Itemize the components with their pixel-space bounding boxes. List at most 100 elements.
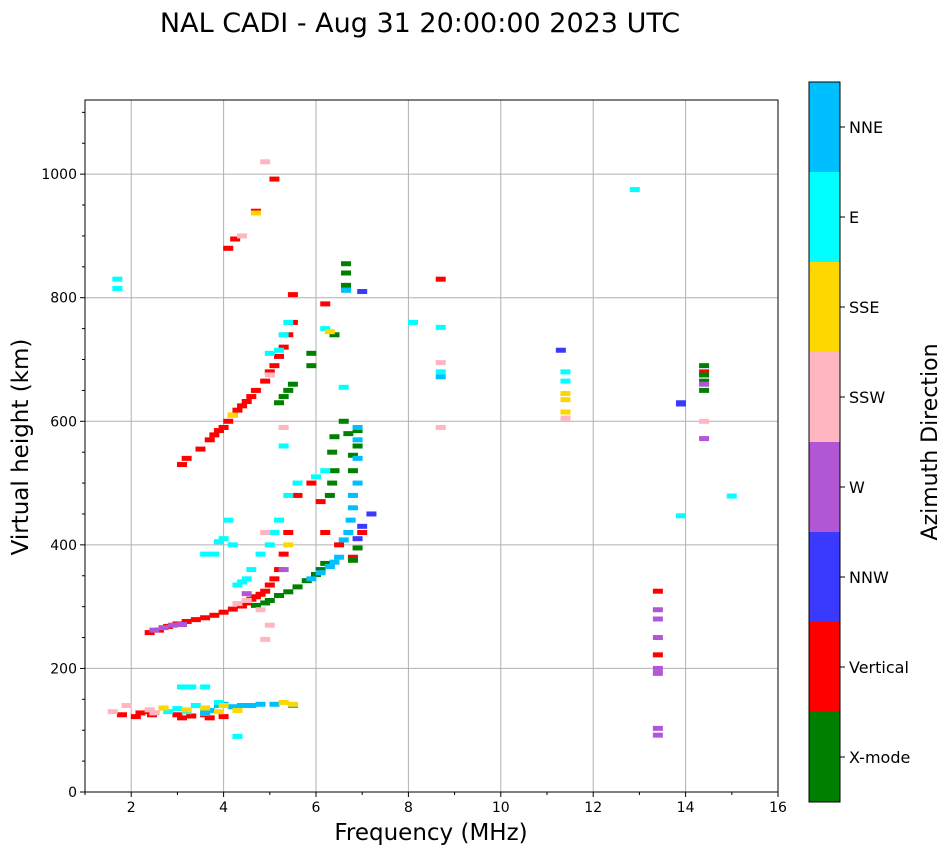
data-point-vertical (186, 713, 197, 719)
colorbar-swatch (809, 532, 840, 622)
data-point-sse (560, 397, 571, 403)
data-point-e (227, 542, 238, 548)
data-point-w (167, 622, 178, 628)
data-point-ssw (144, 707, 155, 713)
data-point-ssw (149, 710, 160, 716)
data-point-vertical (172, 712, 183, 718)
colorbar-swatch (809, 172, 840, 262)
data-point-e (213, 699, 224, 705)
data-point-e (320, 468, 331, 474)
data-point-vertical (287, 292, 298, 298)
colorbar-swatch (809, 622, 840, 712)
data-point-vertical (652, 588, 663, 594)
data-point-vertical (320, 530, 331, 535)
data-point-w (149, 627, 160, 633)
data-point-x-mode (352, 428, 363, 434)
colorbar-label: NNW (849, 568, 889, 587)
data-point-nne (352, 455, 363, 461)
data-point-ssw (699, 418, 710, 424)
data-point-e (274, 347, 285, 353)
data-point-x-mode (343, 431, 354, 437)
data-point-nne (352, 424, 363, 430)
data-point-x-mode (315, 567, 326, 573)
data-point-ssw (264, 622, 275, 628)
data-point-ssw (435, 360, 446, 366)
data-point-e (209, 551, 220, 557)
data-point-x-mode (699, 363, 710, 369)
data-point-x-mode (320, 560, 331, 566)
data-point-vertical (204, 437, 215, 443)
data-point-nnw (555, 347, 566, 353)
data-point-vertical (200, 615, 211, 621)
data-point-sse (560, 409, 571, 415)
y-axis-label: Virtual height (km) (8, 339, 34, 556)
data-point-e (269, 530, 280, 535)
data-point-vertical (232, 407, 243, 413)
data-point-vertical (699, 369, 710, 375)
data-point-sse (232, 707, 243, 713)
data-point-w (241, 591, 252, 597)
data-point-x-mode (341, 261, 352, 267)
data-point-nne (329, 559, 340, 565)
data-point-vertical (357, 530, 368, 535)
data-point-nnw (357, 523, 368, 529)
data-point-e (435, 324, 446, 330)
data-point-x-mode (338, 418, 349, 424)
data-point-x-mode (347, 557, 358, 563)
data-point-vertical (116, 712, 127, 718)
data-point-ssw (260, 159, 271, 165)
data-point-nne (341, 287, 352, 293)
data-point-e (283, 492, 294, 498)
data-point-vertical (223, 245, 234, 251)
data-point-x-mode (292, 584, 303, 590)
data-point-vertical (320, 301, 331, 307)
data-point-w (652, 725, 663, 731)
data-point-ssw (237, 233, 248, 239)
data-point-ssw (264, 372, 275, 378)
axis-ticks: 2 4 6 8 10 12 14 16 0 200 400 600 800 1000 (41, 111, 787, 816)
data-point-sse (181, 707, 192, 713)
data-point-e (311, 474, 321, 480)
data-point-nne (200, 711, 211, 717)
data-point-w (652, 635, 663, 641)
data-point-nne (338, 537, 349, 543)
y-tick-label: 600 (50, 414, 77, 430)
data-point-vertical (223, 418, 234, 424)
data-point-sse (250, 210, 261, 216)
data-point-vertical (260, 378, 271, 384)
data-point-e (264, 350, 275, 356)
data-point-nnw (366, 511, 377, 517)
colorbar-swatch (809, 352, 840, 442)
data-point-e (172, 706, 183, 712)
data-point-vertical (181, 455, 192, 461)
data-point-vertical (209, 432, 220, 438)
data-point-vertical (250, 387, 261, 393)
data-point-vertical (334, 542, 345, 548)
colorbar-label: NNE (849, 118, 883, 137)
data-point-nne (315, 570, 326, 576)
data-point-e (112, 276, 123, 282)
data-point-vertical (195, 446, 206, 452)
colorbar-swatch (809, 82, 840, 172)
data-point-nne (352, 437, 363, 443)
data-point-x-mode (352, 443, 363, 449)
data-point-sse (560, 390, 571, 396)
data-point-nne (324, 563, 335, 569)
data-point-e (237, 579, 248, 585)
data-point-sse (227, 412, 238, 418)
data-point-vertical (347, 554, 358, 560)
data-point-x-mode (352, 545, 363, 551)
data-point-ssw (260, 636, 271, 642)
x-tick-label: 14 (677, 800, 695, 816)
data-point-e (283, 319, 294, 325)
data-point-w (278, 567, 289, 573)
data-point-x-mode (283, 387, 294, 393)
data-point-x-mode (341, 270, 352, 276)
data-point-nne (334, 554, 345, 560)
data-point-e (232, 582, 243, 588)
data-points (107, 159, 737, 739)
data-point-ssw (260, 530, 271, 535)
data-point-x-mode (274, 593, 285, 599)
data-point-x-mode (306, 350, 317, 356)
